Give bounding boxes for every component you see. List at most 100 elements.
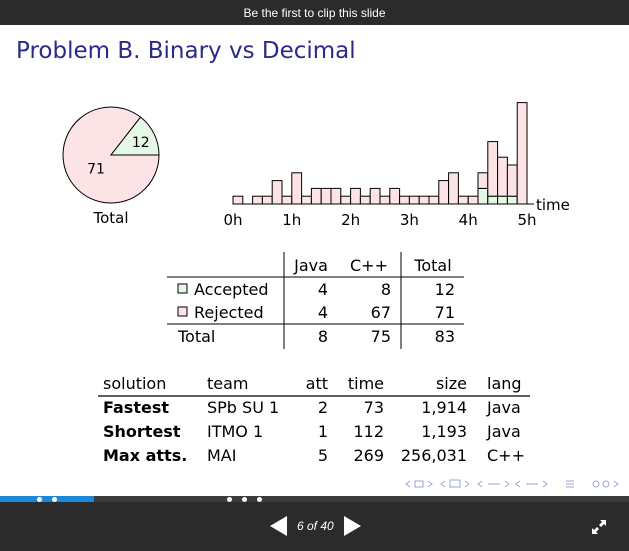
solution-category: Shortest	[103, 422, 181, 441]
solution-category: Max atts.	[103, 446, 187, 465]
histogram-x-label: time	[536, 196, 570, 214]
histogram-bar-rejected	[359, 195, 371, 205]
histogram-bar-rejected	[291, 172, 303, 205]
histogram-bar-rejected	[497, 156, 508, 197]
histogram-bar-rejected	[389, 187, 401, 205]
solutions-cell: 1	[318, 422, 328, 441]
summary-cell: 83	[435, 327, 455, 346]
histogram-bar-rejected	[428, 195, 440, 205]
histogram-bar-rejected	[477, 172, 489, 189]
histogram-bar-accepted	[497, 195, 508, 205]
progress-dot	[52, 497, 57, 502]
summary-header-cell: Total	[413, 256, 451, 275]
progress-dot	[242, 497, 247, 502]
solutions-cell: Java	[486, 422, 521, 441]
histogram-bar-rejected	[330, 187, 342, 205]
solutions-header-cell: time	[348, 374, 384, 393]
solutions-cell: ITMO 1	[207, 422, 263, 441]
summary-cell: 67	[371, 303, 391, 322]
summary-cell: 8	[318, 327, 328, 346]
summary-cell: 8	[381, 280, 391, 299]
solutions-cell: 1,914	[421, 398, 467, 417]
solutions-cell: 256,031	[401, 446, 467, 465]
clip-banner[interactable]: Be the first to clip this slide	[0, 0, 629, 25]
progress-dots-left	[37, 497, 57, 502]
previous-slide-icon[interactable]	[270, 516, 287, 536]
progress-bar[interactable]	[0, 496, 629, 502]
histogram-bar-rejected	[271, 180, 283, 205]
histogram-bar-rejected	[408, 195, 420, 205]
slide-title: Problem B. Binary vs Decimal	[16, 38, 356, 64]
pager: 6 of 40	[270, 516, 361, 536]
solutions-cell: 269	[353, 446, 384, 465]
histogram-tick-label: 4h	[459, 211, 478, 229]
histogram-tick-label: 2h	[341, 211, 360, 229]
histogram-bar-rejected	[467, 195, 479, 205]
histogram-bar-rejected	[516, 102, 528, 205]
histogram-bar-rejected	[340, 195, 352, 205]
solutions-cell: 112	[353, 422, 384, 441]
histogram-bar-rejected	[457, 195, 469, 205]
histogram-tick-label: 0h	[223, 211, 242, 229]
pie-label-accepted: 12	[132, 135, 150, 151]
solutions-header-cell: size	[436, 374, 467, 393]
beamer-nav-symbols[interactable]	[405, 479, 619, 488]
progress-dots-center	[227, 497, 262, 502]
clip-banner-text: Be the first to clip this slide	[243, 5, 386, 20]
histogram-bar-rejected	[232, 195, 244, 205]
histogram-bar-rejected	[369, 187, 381, 205]
pie-caption: Total	[92, 209, 128, 227]
summary-cell: 4	[318, 303, 328, 322]
histogram-ticks: 0h 1h 2h 3h 4h 5h	[223, 211, 536, 229]
solutions-cell: C++	[487, 446, 525, 465]
solutions-cell: 2	[318, 398, 328, 417]
fullscreen-icon[interactable]	[591, 519, 607, 535]
slide-content: 71 12 Total time 0h 1h 2h 3h 4h 5h Java C++ Tot…	[62, 102, 619, 488]
histogram-bar-rejected	[506, 164, 518, 197]
summary-table: Java C++ Total Accepted 4 8 12 Rejected 4 67 71 Tot…	[167, 252, 464, 349]
pie-slice-accepted	[109, 116, 160, 156]
histogram-bar-rejected	[399, 195, 410, 205]
page-count: 6 of 40	[297, 519, 334, 533]
progress-fill	[0, 496, 95, 502]
histogram-bar-rejected	[418, 195, 430, 205]
summary-row-label: Rejected	[194, 303, 264, 322]
progress-dot	[227, 497, 232, 502]
summary-row-label: Total	[177, 327, 215, 346]
histogram-tick-label: 1h	[282, 211, 301, 229]
histogram-bar-rejected	[487, 141, 499, 197]
histogram-bar-rejected	[350, 187, 361, 205]
histogram-bar-rejected	[281, 195, 293, 205]
histogram	[232, 102, 528, 205]
solutions-cell: MAI	[207, 446, 236, 465]
histogram-tick-label: 5h	[517, 211, 536, 229]
next-slide-icon[interactable]	[343, 516, 361, 536]
histogram-tick-label: 3h	[400, 211, 419, 229]
solutions-header-cell: solution	[103, 374, 166, 393]
histogram-bar-accepted	[477, 187, 489, 205]
summary-header-cell: C++	[350, 256, 388, 275]
histogram-bar-rejected	[252, 195, 263, 205]
summary-row-label: Accepted	[194, 280, 269, 299]
legend-swatch	[177, 306, 188, 317]
summary-cell: 12	[435, 280, 455, 299]
legend-swatch	[177, 283, 188, 294]
histogram-bar-rejected	[438, 180, 450, 205]
solutions-header-cell: att	[306, 374, 328, 393]
player-controls	[0, 502, 629, 551]
histogram-bar-rejected	[379, 195, 391, 205]
histogram-bar-rejected	[310, 187, 322, 205]
summary-cell: 75	[371, 327, 391, 346]
histogram-bar-accepted	[506, 195, 518, 205]
progress-dot	[37, 497, 42, 502]
solutions-header-cell: lang	[487, 374, 522, 393]
solutions-cell: Java	[486, 398, 521, 417]
histogram-bar-rejected	[261, 195, 273, 205]
pie-label-rejected: 71	[87, 161, 105, 177]
histogram-bar-rejected	[301, 195, 312, 205]
summary-header-cell: Java	[293, 256, 328, 275]
solution-category: Fastest	[103, 398, 169, 417]
solutions-header-cell: team	[207, 374, 249, 393]
solutions-cell: 1,193	[421, 422, 467, 441]
solutions-cell: 5	[318, 446, 328, 465]
